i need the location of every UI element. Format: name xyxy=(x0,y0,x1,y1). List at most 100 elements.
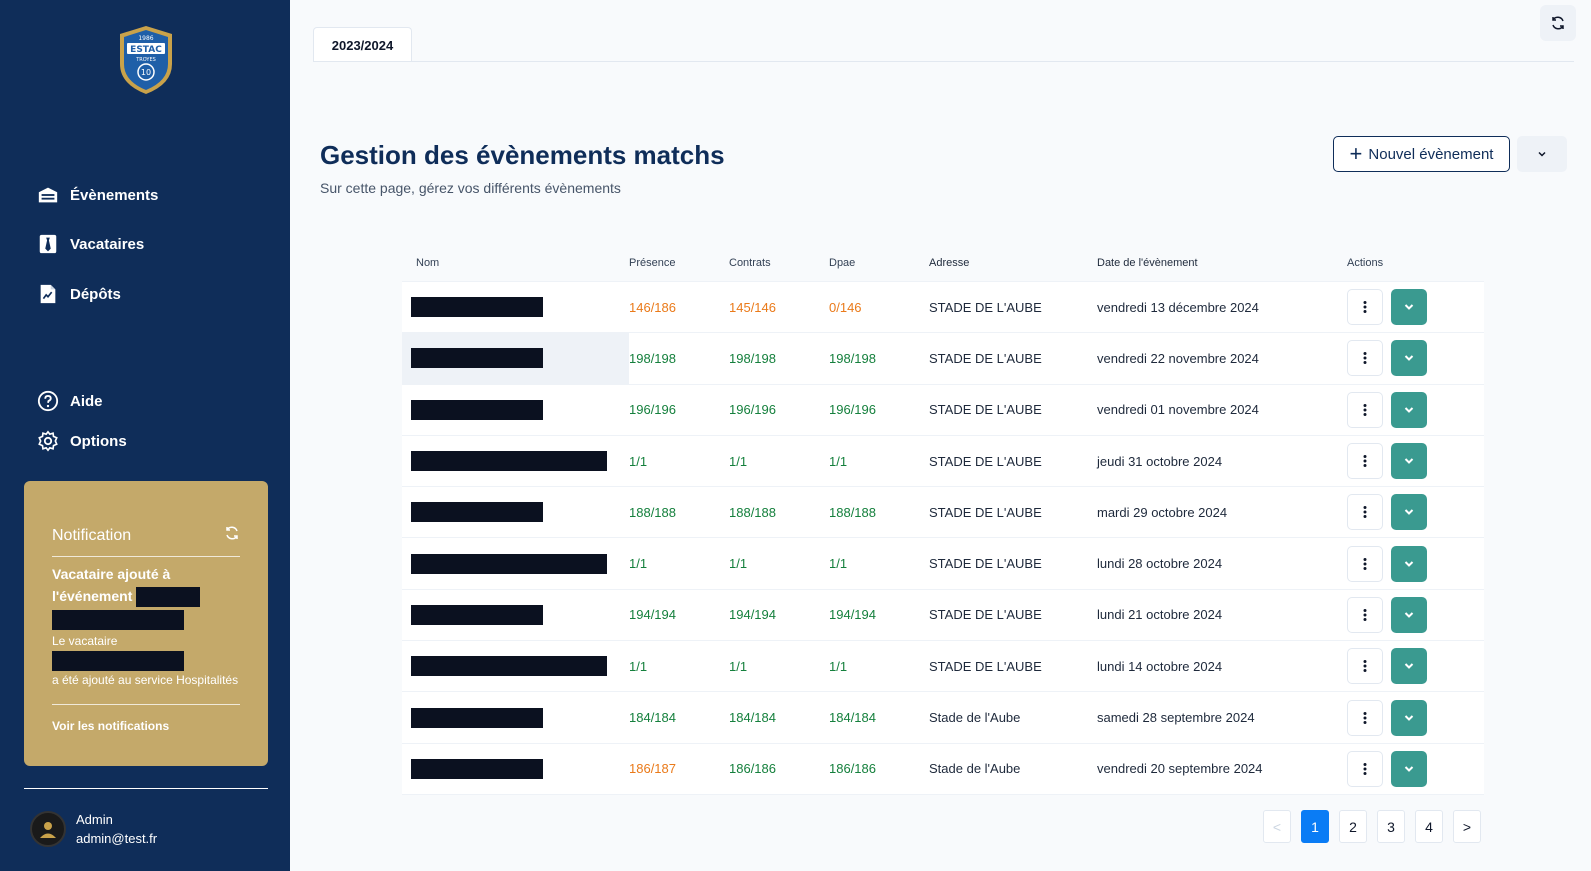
view-notifications-link[interactable]: Voir les notifications xyxy=(52,718,170,733)
redacted-block xyxy=(136,587,201,608)
dpae-cell: 194/194 xyxy=(829,607,876,623)
contrats-cell: 145/146 xyxy=(729,299,776,315)
more-actions-button[interactable] xyxy=(1347,699,1383,736)
redacted-block xyxy=(411,399,543,420)
address-cell: Stade de l'Aube xyxy=(929,761,1021,777)
kebab-icon xyxy=(1363,608,1367,621)
redacted-block xyxy=(411,297,543,318)
pagination-next[interactable]: > xyxy=(1453,810,1481,843)
expand-row-button[interactable] xyxy=(1391,289,1427,326)
table-row[interactable]: 1/1 1/1 1/1 STADE DE L'AUBE lundi 14 octobre… xyxy=(402,641,1484,693)
kebab-icon xyxy=(1363,455,1367,468)
nav-label: Aide xyxy=(70,392,103,410)
nav-aide[interactable]: Aide xyxy=(36,389,103,413)
new-event-button[interactable]: + Nouvel évènement xyxy=(1333,136,1510,172)
more-actions-button[interactable] xyxy=(1347,648,1383,685)
page-subtitle: Sur cette page, gérez vos différents évè… xyxy=(320,180,621,196)
pagination-page-3[interactable]: 3 xyxy=(1377,810,1405,843)
help-icon xyxy=(36,389,60,413)
expand-row-button[interactable] xyxy=(1391,596,1427,633)
pagination-page-2[interactable]: 2 xyxy=(1339,810,1367,843)
table-row[interactable]: 1/1 1/1 1/1 STADE DE L'AUBE jeudi 31 octobre… xyxy=(402,435,1484,488)
date-cell: vendredi 01 novembre 2024 xyxy=(1097,402,1259,418)
presence-cell: 186/187 xyxy=(629,761,676,777)
chevron-down-icon xyxy=(1404,663,1414,670)
column-header-dpae[interactable]: Dpae xyxy=(829,256,856,269)
event-name-cell xyxy=(402,538,629,588)
notification-message-body: Le vacataire a été ajouté au service Hos… xyxy=(52,632,240,705)
redacted-block xyxy=(411,604,543,625)
document-icon xyxy=(36,282,60,306)
more-actions-button[interactable] xyxy=(1347,494,1383,531)
refresh-button[interactable] xyxy=(1540,5,1576,41)
expand-row-button[interactable] xyxy=(1391,340,1427,377)
dpae-cell: 1/1 xyxy=(829,658,848,674)
refresh-icon[interactable] xyxy=(224,525,240,546)
table-row[interactable]: 184/184 184/184 184/184 Stade de l'Aube same… xyxy=(402,692,1484,744)
expand-row-button[interactable] xyxy=(1391,648,1427,685)
redacted-block xyxy=(411,758,543,779)
table-body: 146/186 145/146 0/146 STADE DE L'AUBE vendre… xyxy=(402,282,1484,795)
more-options-dropdown[interactable] xyxy=(1517,136,1567,172)
user-avatar-icon xyxy=(40,822,56,838)
more-actions-button[interactable] xyxy=(1347,750,1383,787)
pagination-prev[interactable]: < xyxy=(1263,810,1291,843)
expand-row-button[interactable] xyxy=(1391,391,1427,428)
column-header-nom[interactable]: Nom xyxy=(416,256,440,269)
date-cell: lundi 14 octobre 2024 xyxy=(1097,658,1223,674)
address-cell: STADE DE L'AUBE xyxy=(929,402,1042,418)
contrats-cell: 1/1 xyxy=(729,453,748,469)
contrats-cell: 194/194 xyxy=(729,607,776,623)
column-header-date[interactable]: Date de l'évènement xyxy=(1097,256,1198,269)
pagination-page-1[interactable]: 1 xyxy=(1301,810,1329,843)
nav-events[interactable]: Évènements xyxy=(36,183,158,207)
more-actions-button[interactable] xyxy=(1347,340,1383,377)
table-row[interactable]: 146/186 145/146 0/146 STADE DE L'AUBE vendre… xyxy=(402,282,1484,334)
nav-options[interactable]: Options xyxy=(36,429,127,453)
expand-row-button[interactable] xyxy=(1391,750,1427,787)
redacted-block xyxy=(52,609,184,630)
column-header-contrats[interactable]: Contrats xyxy=(729,256,771,269)
notification-message-title: Vacataire ajouté à l'événement xyxy=(52,563,240,630)
nav-depots[interactable]: Dépôts xyxy=(36,282,121,306)
nav-vacataires[interactable]: Vacataires xyxy=(36,232,144,256)
date-cell: lundi 28 octobre 2024 xyxy=(1097,556,1223,572)
date-cell: samedi 28 septembre 2024 xyxy=(1097,710,1255,726)
column-header-adresse[interactable]: Adresse xyxy=(929,256,970,269)
expand-row-button[interactable] xyxy=(1391,494,1427,531)
contrats-cell: 196/196 xyxy=(729,402,776,418)
address-cell: STADE DE L'AUBE xyxy=(929,453,1042,469)
table-row[interactable]: 196/196 196/196 196/196 STADE DE L'AUBE vend… xyxy=(402,384,1484,436)
expand-row-button[interactable] xyxy=(1391,699,1427,736)
actions-cell xyxy=(1347,596,1484,633)
presence-cell: 1/1 xyxy=(629,556,648,572)
contrats-cell: 186/186 xyxy=(729,761,776,777)
presence-cell: 146/186 xyxy=(629,299,676,315)
expand-row-button[interactable] xyxy=(1391,545,1427,582)
presence-cell: 196/196 xyxy=(629,402,676,418)
more-actions-button[interactable] xyxy=(1347,443,1383,480)
more-actions-button[interactable] xyxy=(1347,596,1383,633)
contrats-cell: 1/1 xyxy=(729,556,748,572)
date-cell: vendredi 22 novembre 2024 xyxy=(1097,350,1259,366)
column-header-presence[interactable]: Présence xyxy=(629,256,676,269)
more-actions-button[interactable] xyxy=(1347,545,1383,582)
actions-cell xyxy=(1347,545,1484,582)
chevron-down-icon xyxy=(1404,355,1414,362)
table-row[interactable]: 188/188 188/188 188/188 STADE DE L'AUBE mard… xyxy=(402,487,1484,539)
tab-season[interactable]: 2023/2024 xyxy=(313,27,412,62)
table-row[interactable]: 194/194 194/194 194/194 STADE DE L'AUBE lund… xyxy=(402,589,1484,642)
more-actions-button[interactable] xyxy=(1347,391,1383,428)
event-name-cell xyxy=(402,641,629,691)
estac-logo[interactable]: 1986 ESTAC TROYES 10 xyxy=(116,24,176,96)
user-profile[interactable]: Admin admin@test.fr xyxy=(30,810,157,848)
sidebar-divider xyxy=(24,788,268,789)
table-row[interactable]: 186/187 186/186 186/186 Stade de l'Aube vend… xyxy=(402,743,1484,795)
pagination-page-4[interactable]: 4 xyxy=(1415,810,1443,843)
more-actions-button[interactable] xyxy=(1347,289,1383,326)
refresh-icon xyxy=(1552,16,1564,30)
event-name-cell xyxy=(402,487,629,537)
expand-row-button[interactable] xyxy=(1391,443,1427,480)
table-row[interactable]: 1/1 1/1 1/1 STADE DE L'AUBE lundi 28 octobre… xyxy=(402,538,1484,590)
table-row[interactable]: 198/198 198/198 198/198 STADE DE L'AUBE vend… xyxy=(402,333,1484,385)
